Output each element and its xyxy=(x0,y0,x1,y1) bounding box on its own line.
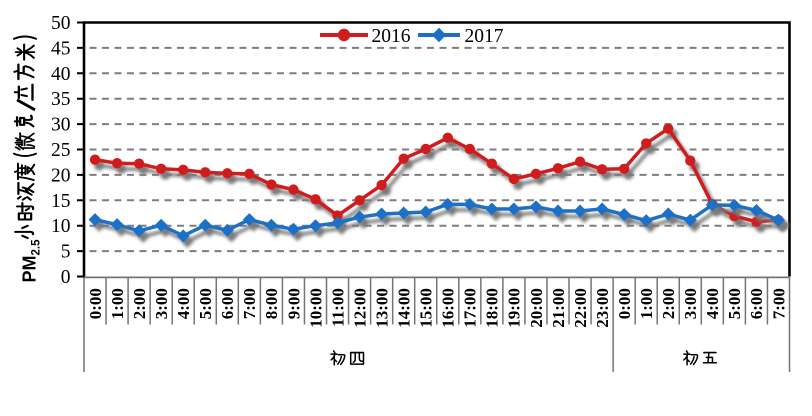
svg-text:7:00: 7:00 xyxy=(769,288,788,319)
svg-text:0: 0 xyxy=(61,267,71,288)
svg-text:15:00: 15:00 xyxy=(417,288,436,328)
svg-text:2:00: 2:00 xyxy=(659,288,678,319)
svg-text:4:00: 4:00 xyxy=(174,288,193,319)
svg-text:35: 35 xyxy=(51,89,71,110)
svg-text:30: 30 xyxy=(51,115,71,136)
svg-text:7:00: 7:00 xyxy=(240,288,259,319)
svg-text:8:00: 8:00 xyxy=(262,288,281,319)
svg-text:5:00: 5:00 xyxy=(725,288,744,319)
svg-text:9:00: 9:00 xyxy=(284,288,303,319)
svg-text:11:00: 11:00 xyxy=(328,288,347,327)
svg-text:2:00: 2:00 xyxy=(130,288,149,319)
svg-text:50: 50 xyxy=(51,13,71,34)
svg-text:18:00: 18:00 xyxy=(483,288,502,328)
svg-text:3:00: 3:00 xyxy=(152,288,171,319)
svg-text:1:00: 1:00 xyxy=(108,288,127,319)
svg-text:1:00: 1:00 xyxy=(637,288,656,319)
svg-text:14:00: 14:00 xyxy=(394,288,413,328)
svg-text:10: 10 xyxy=(51,216,71,237)
svg-text:23:00: 23:00 xyxy=(593,288,612,328)
svg-text:40: 40 xyxy=(51,64,71,85)
svg-text:21:00: 21:00 xyxy=(549,288,568,328)
svg-text:2016: 2016 xyxy=(372,26,411,47)
svg-text:19:00: 19:00 xyxy=(505,288,524,328)
svg-text:3:00: 3:00 xyxy=(681,288,700,319)
svg-text:6:00: 6:00 xyxy=(218,288,237,319)
svg-text:10:00: 10:00 xyxy=(306,288,325,328)
svg-text:5:00: 5:00 xyxy=(196,288,215,319)
svg-text:0:00: 0:00 xyxy=(86,288,105,319)
svg-text:20: 20 xyxy=(51,165,71,186)
svg-text:16:00: 16:00 xyxy=(439,288,458,328)
svg-text:4:00: 4:00 xyxy=(703,288,722,319)
svg-text:17:00: 17:00 xyxy=(461,288,480,328)
svg-text:12:00: 12:00 xyxy=(350,288,369,328)
svg-text:6:00: 6:00 xyxy=(747,288,766,319)
svg-text:25: 25 xyxy=(51,140,71,161)
svg-text:0:00: 0:00 xyxy=(615,288,634,319)
svg-text:22:00: 22:00 xyxy=(571,288,590,328)
svg-text:15: 15 xyxy=(51,191,71,212)
svg-text:2017: 2017 xyxy=(465,26,504,47)
svg-text:45: 45 xyxy=(51,38,71,59)
svg-text:5: 5 xyxy=(61,242,71,263)
svg-text:20:00: 20:00 xyxy=(527,288,546,328)
svg-text:13:00: 13:00 xyxy=(372,288,391,328)
